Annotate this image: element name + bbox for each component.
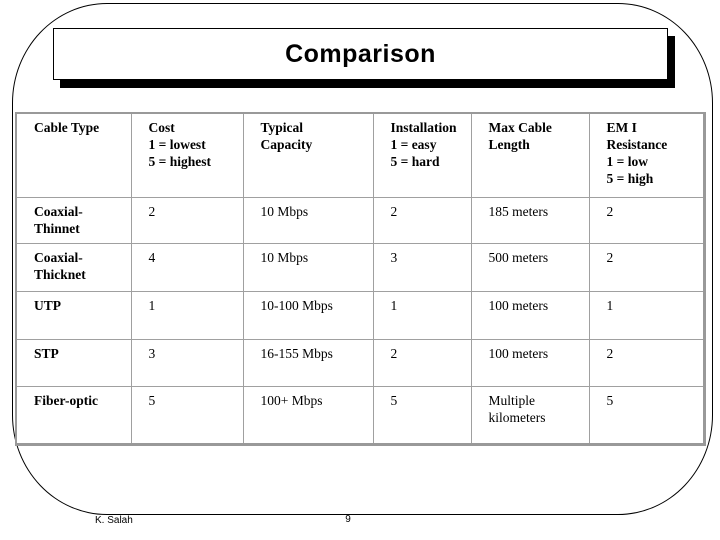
table-cell: 4 [130,242,244,292]
comparison-table: Cable Type Cost 1 = lowest 5 = highest T… [15,112,706,446]
table-cell: 3 [372,242,472,292]
header-installation: Installation 1 = easy 5 = hard [372,112,472,198]
table-cell: 100 meters [470,338,590,387]
table-row-stp: STP 3 16-155 Mbps 2 100 meters 2 [15,338,705,387]
table-header-row: Cable Type Cost 1 = lowest 5 = highest T… [15,112,705,198]
table-cell: Coaxial- Thinnet [15,196,132,244]
table-cell: 3 [130,338,244,387]
table-cell: 1 [130,290,244,340]
table-cell: 10-100 Mbps [242,290,374,340]
table-cell: 2 [372,196,472,244]
table-cell: 2 [588,242,705,292]
page-number-label: 9 [345,514,351,525]
table-cell: 1 [588,290,705,340]
table-cell: 5 [372,385,472,445]
table-cell: Coaxial- Thicknet [15,242,132,292]
table-cell: 5 [588,385,705,445]
table-cell: 2 [372,338,472,387]
table-cell: 100+ Mbps [242,385,374,445]
table-row-fiber-optic: Fiber-optic 5 100+ Mbps 5 Multiple kilom… [15,385,705,445]
header-cable-type: Cable Type [15,112,132,198]
header-cost: Cost 1 = lowest 5 = highest [130,112,244,198]
table-cell: 5 [130,385,244,445]
table-cell: 100 meters [470,290,590,340]
table-row-utp: UTP 1 10-100 Mbps 1 100 meters 1 [15,290,705,340]
table-cell: STP [15,338,132,387]
table-cell: 2 [588,338,705,387]
table-cell: 2 [130,196,244,244]
page-title: Comparison [285,39,436,68]
table-cell: 500 meters [470,242,590,292]
table-cell: 10 Mbps [242,196,374,244]
header-typical-capacity: Typical Capacity [242,112,374,198]
table-cell: UTP [15,290,132,340]
header-emi-resistance: EM I Resistance 1 = low 5 = high [588,112,705,198]
table-cell: 1 [372,290,472,340]
header-max-cable-length: Max Cable Length [470,112,590,198]
table-cell: Fiber-optic [15,385,132,445]
table-cell: Multiple kilometers [470,385,590,445]
table-cell: 16-155 Mbps [242,338,374,387]
title-box: Comparison [53,28,668,80]
table-row-coaxial-thinnet: Coaxial- Thinnet 2 10 Mbps 2 185 meters … [15,196,705,244]
table-cell: 2 [588,196,705,244]
table-cell: 10 Mbps [242,242,374,292]
footer-author: K. Salah [95,515,133,526]
slide-rounded-border [12,3,713,515]
table-cell: 185 meters [470,196,590,244]
table-row-coaxial-thicknet: Coaxial- Thicknet 4 10 Mbps 3 500 meters… [15,242,705,292]
